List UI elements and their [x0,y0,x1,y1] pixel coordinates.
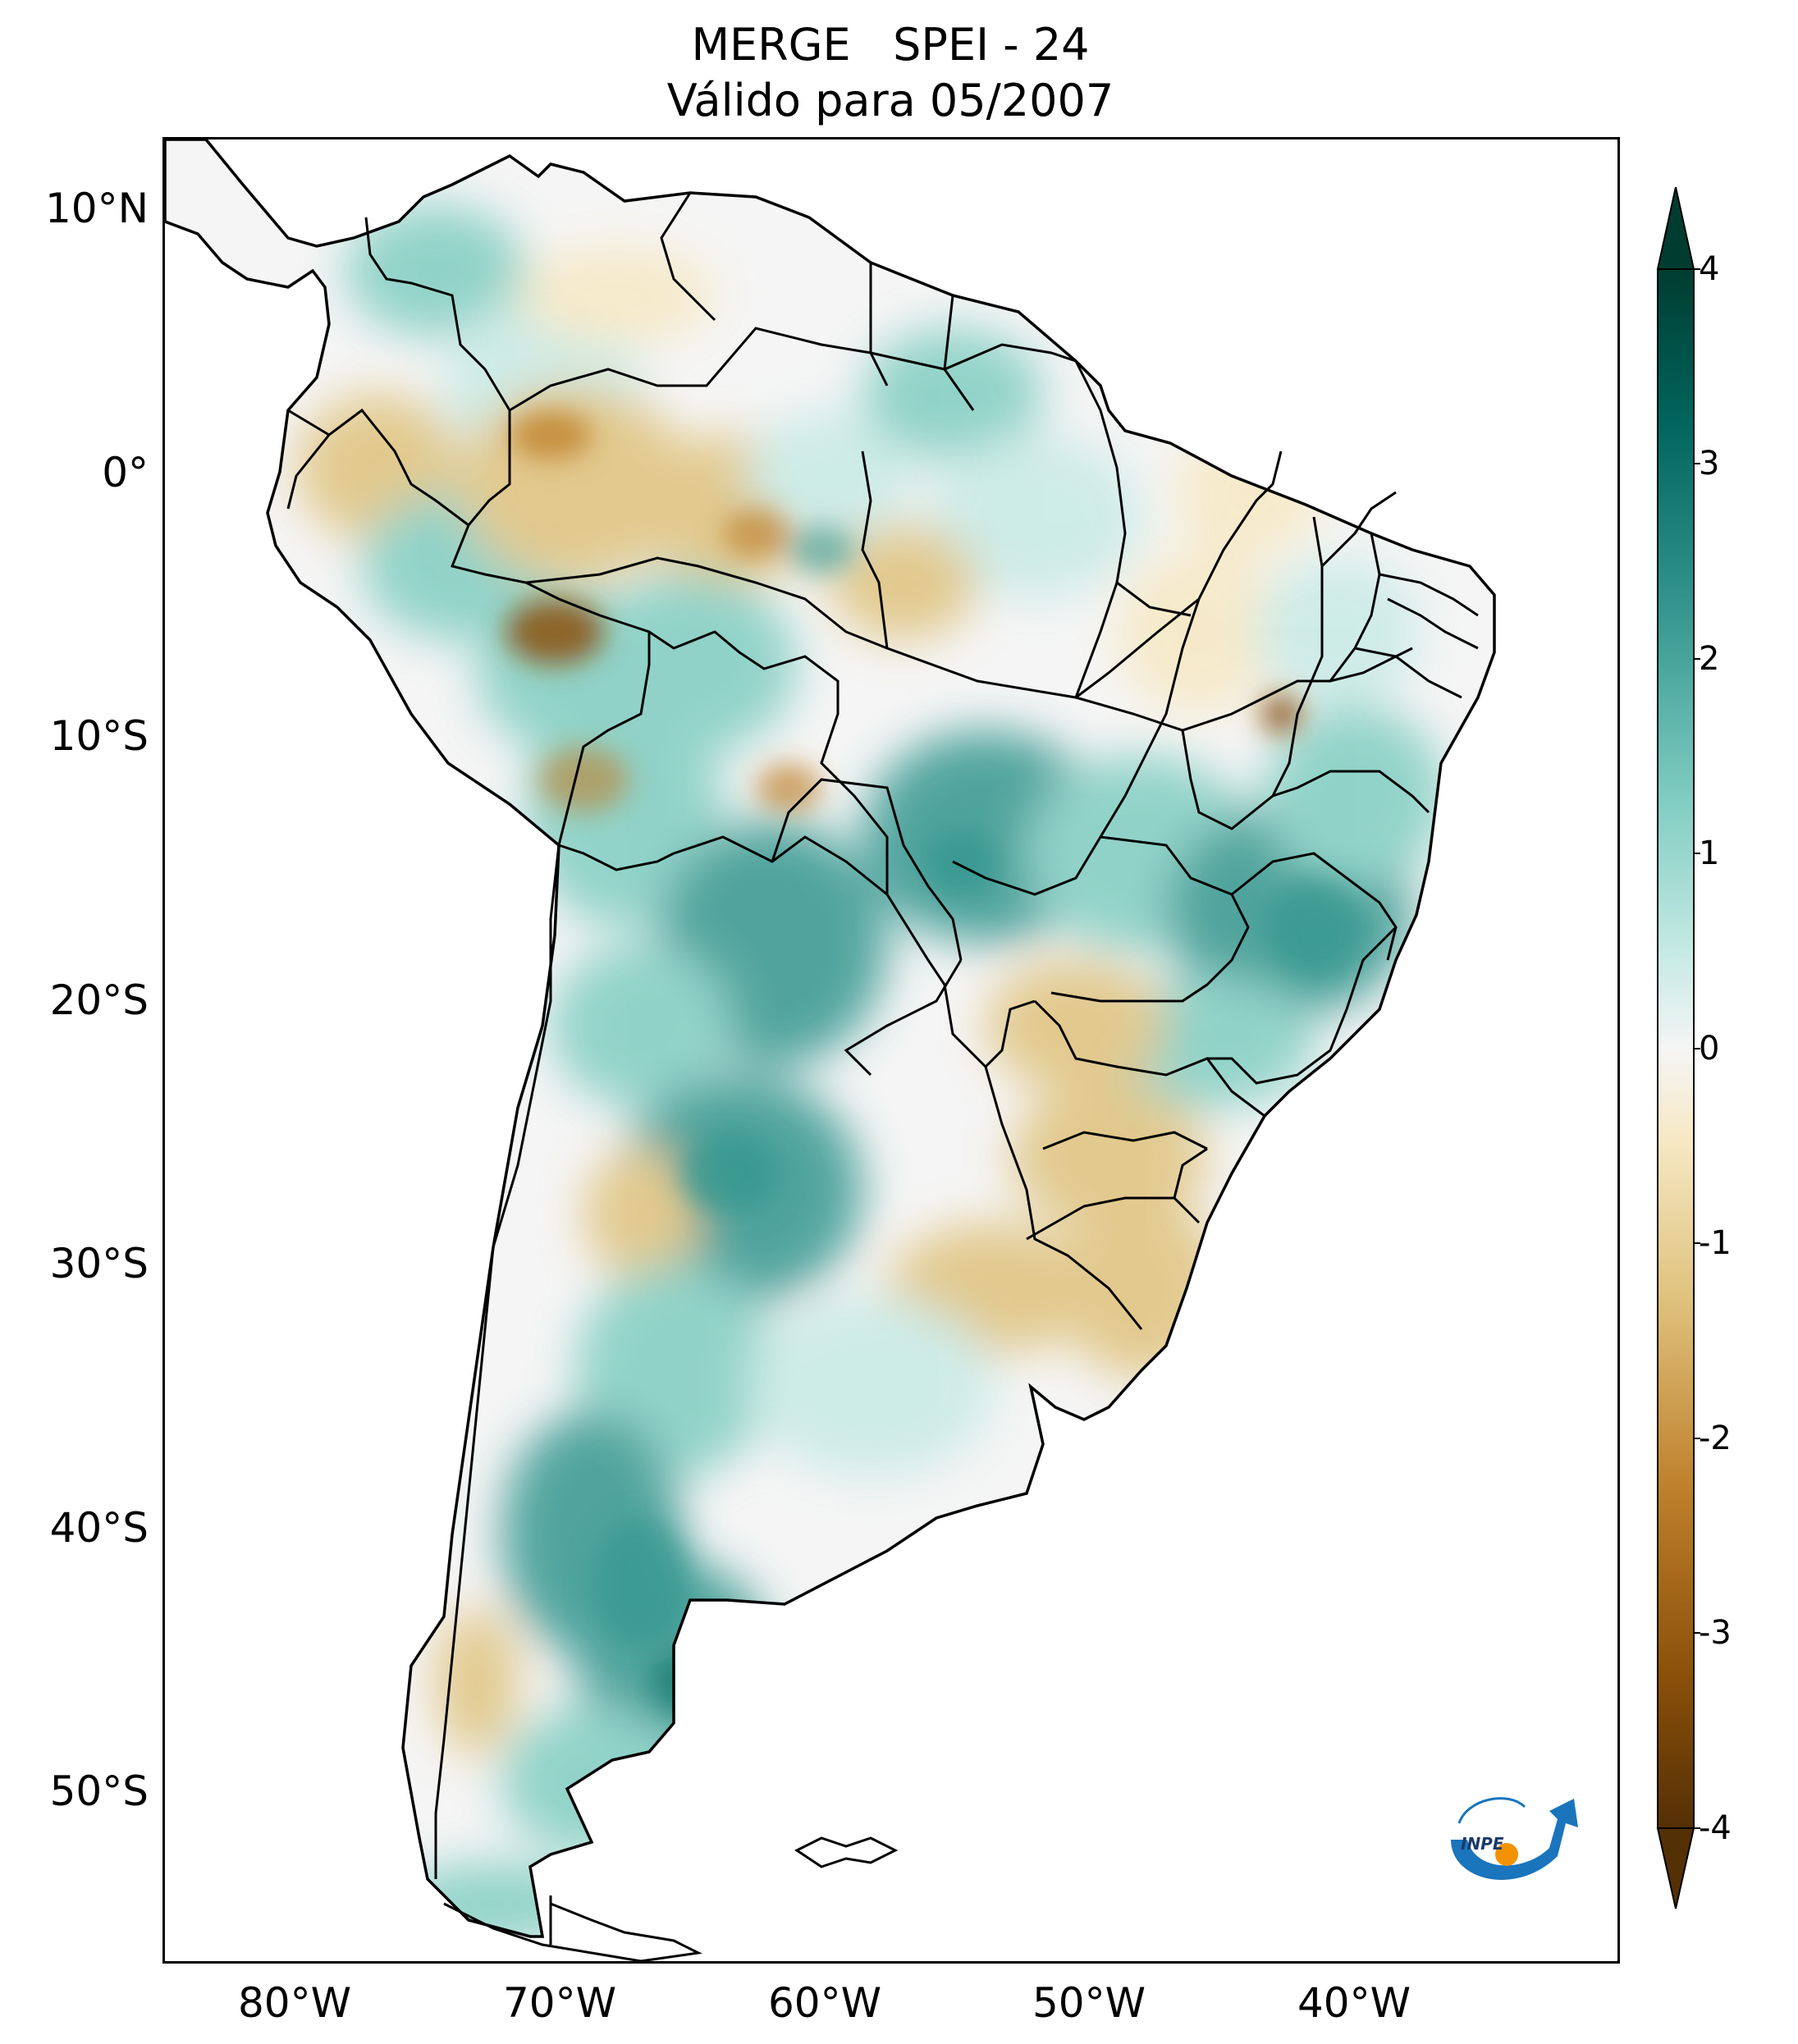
colorbar-tick-4: 4 [1699,250,1720,288]
lon-label-60w: 60°W [767,1979,882,2027]
lat-label-0: 0° [102,449,149,496]
lat-label-40s: 40°S [49,1504,149,1552]
colorbar-tick-3: 3 [1699,445,1720,482]
colorbar-tick-neg4: -4 [1699,1809,1732,1847]
lat-label-50s: 50°S [49,1767,149,1815]
colorbar-tick-neg2: -2 [1699,1420,1732,1457]
colorbar-tick-neg3: -3 [1699,1614,1732,1652]
political-boundaries [286,192,1479,1961]
colorbar-max-extend [1656,187,1695,270]
lon-label-80w: 80°W [237,1979,352,2027]
lat-label-10n: 10°N [44,185,149,232]
lat-label-10s: 10°S [49,712,149,760]
inpe-logo: INPE [1451,1797,1578,1880]
colorbar [1656,187,1700,1909]
map-subtitle: Válido para 05/2007 [666,75,1114,126]
lon-label-50w: 50°W [1032,1979,1146,2027]
colorbar-gradient [1657,268,1695,1829]
colorbar-tick-2: 2 [1699,640,1720,678]
lat-label-30s: 30°S [49,1240,149,1287]
colorbar-tick-0: 0 [1699,1030,1720,1068]
lon-label-40w: 40°W [1297,1979,1411,2027]
colorbar-tick-neg1: -1 [1699,1224,1732,1262]
lon-label-70w: 70°W [502,1979,617,2027]
map-title: MERGE SPEI - 24 [691,19,1090,71]
colorbar-min-extend [1656,1827,1695,1909]
south-america-map [165,139,1496,1961]
spei-field [296,205,1445,1937]
map-panel [162,137,1620,1964]
lat-label-20s: 20°S [49,976,149,1024]
inpe-logo-text: INPE [1461,1834,1504,1854]
colorbar-tick-1: 1 [1699,835,1720,872]
